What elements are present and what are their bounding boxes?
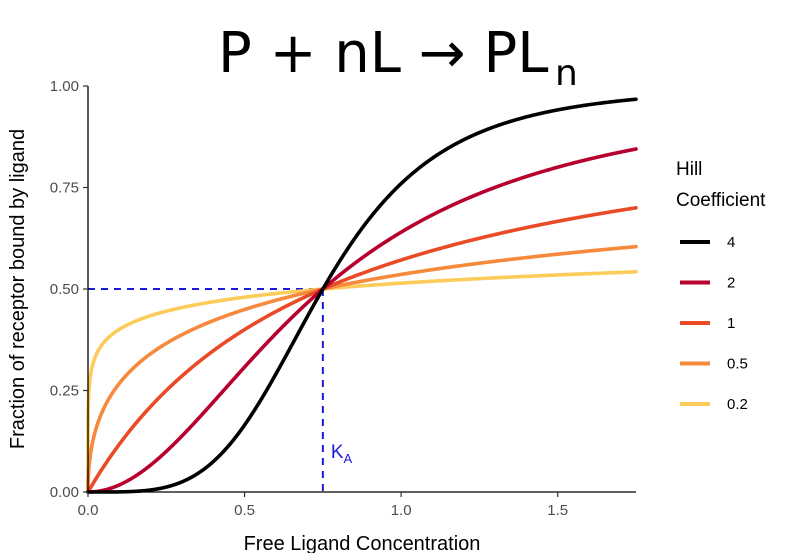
- legend-label-2: 2: [727, 275, 735, 292]
- ka-annotation-main: K: [331, 442, 344, 463]
- y-tick-label: 0.00: [50, 484, 79, 501]
- x-axis-title: Free Ligand Concentration: [244, 533, 481, 553]
- chart-title: P + nL → PL n: [218, 21, 578, 94]
- series-line-hill-2: [86, 147, 638, 494]
- y-axis-ticks: 0.00 0.25 0.50 0.75 1.00: [50, 78, 88, 501]
- series-line-hill-0.2: [86, 270, 638, 494]
- ka-annotation: KA: [331, 442, 353, 466]
- x-tick-label: 1.0: [391, 502, 412, 519]
- series-line-hill-4: [86, 97, 638, 494]
- y-tick-label: 1.00: [50, 78, 79, 95]
- legend-title-line-1: Hill: [676, 159, 702, 180]
- legend-label-1: 1: [727, 315, 735, 332]
- x-tick-label: 0.0: [78, 502, 99, 519]
- series-lines: [86, 97, 638, 494]
- y-tick-label: 0.50: [50, 281, 79, 298]
- y-tick-label: 0.75: [50, 180, 79, 197]
- legend-label-0.2: 0.2: [727, 396, 748, 413]
- legend-title-line-2: Coefficient: [676, 190, 766, 211]
- x-tick-label: 1.5: [547, 502, 568, 519]
- legend-label-0.5: 0.5: [727, 356, 748, 373]
- legend-label-4: 4: [727, 234, 735, 251]
- chart-title-main: P + nL → PL: [218, 21, 548, 86]
- legend: Hill Coefficient 4 2 1 0.5 0.2: [676, 159, 766, 413]
- ka-reference-lines: [88, 288, 324, 492]
- x-axis-ticks: 0.0 0.5 1.0 1.5: [78, 492, 568, 519]
- series-line-hill-1: [86, 206, 638, 494]
- chart-title-subscript: n: [555, 53, 578, 94]
- series-line-hill-0.5: [86, 244, 638, 494]
- y-axis-title: Fraction of receptor bound by ligand: [7, 129, 29, 449]
- y-tick-label: 0.25: [50, 383, 79, 400]
- ka-annotation-subscript: A: [344, 451, 353, 466]
- x-tick-label: 0.5: [234, 502, 255, 519]
